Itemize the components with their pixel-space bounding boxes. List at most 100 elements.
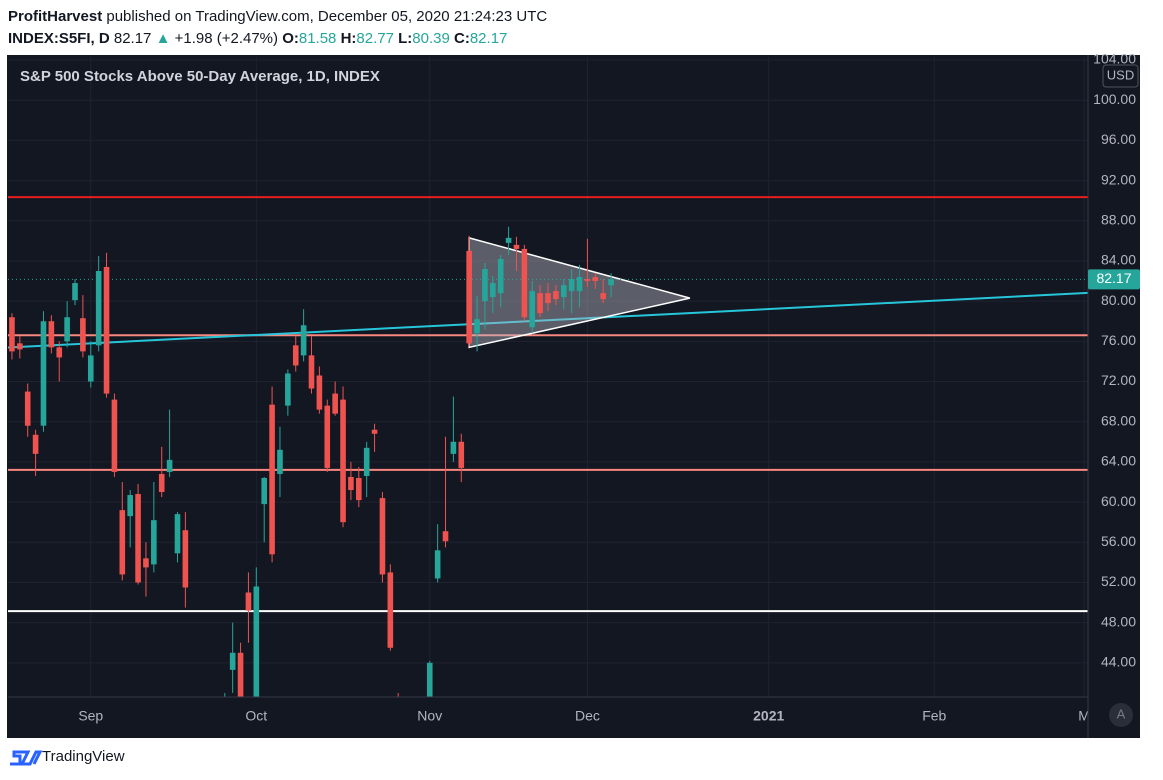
candle-body: [151, 520, 157, 565]
trend-line: [8, 291, 1088, 349]
symbol: INDEX:S5FI, D: [8, 30, 110, 47]
candle-body: [111, 399, 118, 472]
candle-body: [482, 268, 488, 302]
candle-body: [324, 405, 331, 468]
y-tick-label: 76.00: [1101, 332, 1136, 348]
y-tick-label: 100.00: [1093, 91, 1136, 107]
auto-scale-button[interactable]: [1109, 703, 1133, 727]
x-tick-label: 2021: [753, 708, 784, 724]
x-tick-label: Feb: [922, 708, 946, 724]
auto-scale-label[interactable]: A: [1117, 706, 1126, 721]
chart-title: S&P 500 Stocks Above 50-Day Average, 1D,…: [20, 68, 380, 85]
candle-body: [560, 285, 567, 298]
change: +1.98 (+2.47%): [174, 30, 279, 47]
y-tick-label: 60.00: [1101, 493, 1136, 509]
candle-body: [513, 244, 520, 249]
candle-body: [545, 293, 551, 304]
low-label: L:: [398, 30, 413, 47]
candle-body: [529, 291, 536, 328]
x-tick-label: M: [1078, 708, 1090, 724]
y-tick-label: 104.00: [1093, 51, 1136, 67]
candle-body: [458, 441, 465, 468]
candle-body: [592, 277, 599, 282]
candle-body: [434, 550, 441, 579]
candle-body: [387, 572, 394, 648]
candle-body: [48, 321, 55, 348]
candle-body: [40, 321, 47, 426]
candle-body: [158, 473, 165, 493]
published: published on TradingView.com, December 0…: [106, 8, 548, 25]
y-tick-label: 52.00: [1101, 573, 1136, 589]
candle-body: [166, 459, 173, 472]
candle-body: [127, 495, 133, 517]
candle-body: [521, 248, 528, 318]
header: ProfitHarvest published on TradingView.c…: [8, 6, 547, 50]
candle-body: [17, 343, 23, 350]
candle-body: [363, 447, 370, 476]
candle-body: [292, 345, 299, 366]
candle-body: [253, 586, 260, 697]
candle-body: [24, 391, 31, 426]
candle-body: [600, 293, 606, 300]
author: ProfitHarvest: [8, 8, 103, 25]
candle-body: [584, 279, 591, 282]
close-label: C:: [454, 30, 470, 47]
candle-body: [9, 317, 15, 352]
candle-body: [371, 429, 378, 434]
currency-box: [1102, 64, 1139, 88]
candle-body: [285, 373, 291, 406]
candle-body: [576, 277, 583, 292]
y-tick-label: 44.00: [1101, 654, 1136, 670]
candle-body: [442, 531, 449, 542]
candle-body: [497, 258, 504, 294]
candle-body: [245, 592, 252, 611]
candle-body: [95, 271, 102, 346]
header-line-1: ProfitHarvest published on TradingView.c…: [8, 6, 547, 28]
footer-logo: TradingView: [10, 748, 125, 766]
plot-area: [8, 57, 1088, 773]
axes: Sep Oct Nov Dec 2021 Feb M 44.00 48.00 52.00 56.00…: [8, 51, 1140, 738]
candle-body: [135, 494, 141, 583]
candle-body: [316, 375, 323, 410]
last-price: 82.17: [113, 30, 152, 47]
candle-body: [466, 250, 472, 344]
x-tick-label: Dec: [575, 708, 600, 724]
y-tick-label: 48.00: [1101, 613, 1136, 629]
candle-body: [56, 347, 63, 358]
candle-body: [450, 441, 457, 454]
candle-body: [72, 283, 78, 301]
y-tick-label: 92.00: [1101, 171, 1136, 187]
low-value: 80.39: [412, 30, 450, 47]
candle-body: [490, 283, 496, 298]
candle-body: [269, 404, 275, 555]
candle-body: [261, 477, 268, 505]
candle-body: [237, 652, 244, 697]
candle-body: [379, 498, 386, 575]
candle-body: [103, 266, 110, 394]
candle-body: [308, 355, 315, 389]
candle-body: [80, 318, 86, 352]
y-tick-label: 64.00: [1101, 453, 1136, 469]
y-tick-label: 72.00: [1101, 372, 1136, 388]
y-tick-label: 68.00: [1101, 412, 1136, 428]
candle-body: [332, 393, 338, 414]
candle-body: [277, 449, 283, 474]
open-label: O:: [282, 30, 299, 47]
candle-body: [198, 753, 204, 773]
candle-body: [229, 652, 236, 670]
candle-body: [119, 510, 126, 575]
candle-body: [474, 319, 480, 334]
y-tick-label: 56.00: [1101, 533, 1136, 549]
candle-body: [348, 476, 354, 491]
candle-body: [505, 237, 512, 243]
footer-brand: TradingView: [42, 748, 125, 765]
price-axis-bg: [1088, 55, 1140, 738]
candle-body: [356, 477, 362, 501]
candle-body: [608, 279, 614, 286]
candle-body: [340, 399, 346, 523]
candle-body: [568, 279, 575, 292]
close-value: 82.17: [469, 30, 508, 47]
y-tick-label: 84.00: [1101, 252, 1136, 268]
x-tick-label: Nov: [417, 708, 442, 724]
